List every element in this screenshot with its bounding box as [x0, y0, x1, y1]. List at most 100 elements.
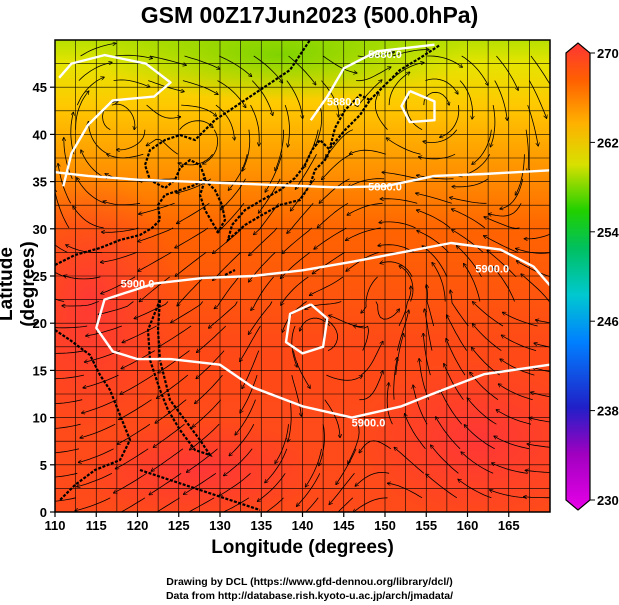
streamline: [360, 341, 383, 376]
streamline: [467, 398, 497, 425]
contour-label: 5900.0: [352, 417, 386, 429]
x-tick-label: 145: [333, 518, 355, 533]
streamline: [431, 445, 459, 474]
y-tick-label: 0: [40, 505, 47, 520]
streamline: [322, 153, 352, 179]
colorbar-tick-label: 254: [597, 225, 619, 240]
streamline: [422, 246, 448, 278]
streamline: [291, 375, 302, 416]
streamline: [75, 91, 89, 130]
streamline: [146, 138, 179, 155]
streamline: [386, 138, 421, 155]
streamline: [464, 425, 495, 450]
streamline: [336, 448, 357, 485]
streamline: [139, 202, 175, 214]
credit-drawing: Drawing by DCL (https://www.gfd-dennou.o…: [166, 576, 453, 588]
streamline: [175, 227, 208, 248]
streamline: [527, 104, 539, 146]
streamline: [450, 198, 487, 204]
colorbar-ramp: [565, 42, 591, 511]
streamline: [243, 129, 251, 171]
streamline: [248, 301, 273, 335]
streamline: [380, 199, 418, 204]
streamline: [319, 424, 325, 465]
streamline: [193, 399, 222, 427]
streamline: [359, 371, 382, 401]
streamline: [517, 261, 550, 278]
streamline: [374, 92, 388, 130]
streamline: [417, 231, 449, 253]
colorbar-tick-label: 262: [597, 135, 619, 150]
streamline: [359, 440, 392, 453]
streamline: [459, 80, 472, 119]
streamline: [184, 472, 217, 494]
streamline: [350, 149, 386, 154]
streamline: [473, 324, 502, 351]
streamline: [175, 252, 207, 276]
streamline: [375, 301, 399, 320]
contour-label: 5880.0: [368, 181, 402, 193]
streamline: [395, 334, 404, 376]
streamline: [55, 271, 66, 278]
x-axis-ticks: 110 115 120 125 130 135 140 145 150 155 160 165: [45, 512, 520, 533]
streamline: [73, 206, 104, 229]
streamline: [356, 67, 391, 82]
streamline: [117, 129, 146, 150]
streamline: [348, 424, 360, 463]
streamline: [322, 55, 357, 73]
streamline: [379, 222, 416, 229]
streamline: [444, 364, 464, 400]
streamline: [446, 339, 466, 376]
streamline: [265, 448, 288, 483]
contour-label: 5900.0: [475, 263, 509, 275]
coastlines: [55, 40, 441, 512]
streamline: [394, 448, 425, 474]
streamline: [426, 474, 458, 499]
streamline: [502, 335, 537, 351]
streamline: [305, 497, 319, 512]
streamline: [314, 227, 347, 249]
streamline: [251, 80, 273, 116]
streamline: [197, 325, 227, 352]
streamline: [101, 276, 136, 294]
streamline: [321, 80, 339, 117]
streamline: [214, 276, 240, 309]
streamline: [138, 227, 174, 242]
colorbar-tick-label: 238: [597, 404, 619, 419]
streamline: [525, 129, 528, 172]
streamline: [378, 245, 415, 253]
streamline: [284, 104, 289, 147]
streamline: [426, 285, 435, 327]
streamline: [203, 129, 219, 164]
streamline: [484, 236, 518, 253]
x-tick-label: 110: [45, 518, 66, 533]
streamline: [521, 274, 550, 302]
streamline: [82, 399, 118, 413]
streamline: [251, 276, 274, 310]
x-tick-label: 120: [127, 518, 149, 533]
streamline: [531, 392, 550, 398]
streamline: [78, 62, 112, 81]
streamline: [380, 262, 413, 278]
streamline: [306, 448, 322, 487]
streamline: [149, 55, 186, 65]
streamline: [310, 276, 344, 296]
x-tick-label: 155: [415, 518, 437, 533]
streamline: [184, 55, 220, 69]
streamline: [55, 423, 81, 429]
streamline: [498, 384, 533, 401]
contour-line: [400, 89, 436, 124]
streamline: [293, 350, 310, 389]
streamline: [265, 154, 283, 192]
x-tick-label: 140: [292, 518, 314, 533]
streamline: [326, 374, 362, 381]
y-tick-label: 10: [33, 411, 47, 426]
contour-line: [284, 303, 329, 355]
chart-title: GSM 00Z17Jun2023 (500.0hPa): [140, 2, 479, 28]
streamline: [228, 154, 248, 190]
streamline: [55, 448, 79, 454]
streamline: [413, 385, 428, 425]
streamline: [417, 210, 451, 229]
streamline: [229, 424, 255, 456]
streamline: [281, 276, 309, 305]
